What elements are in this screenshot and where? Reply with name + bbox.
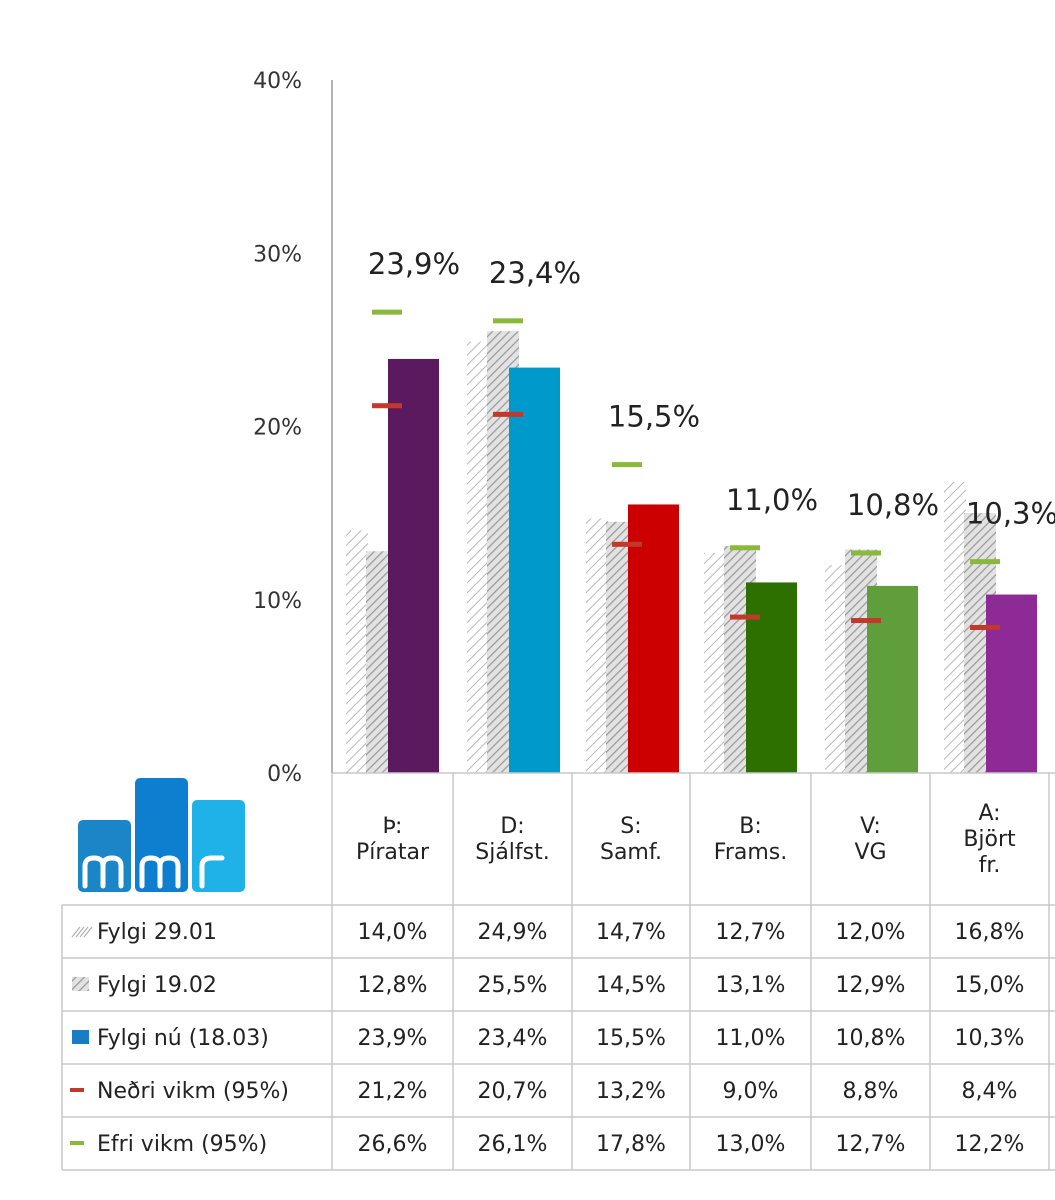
table-cell: 12,2% xyxy=(955,1132,1025,1157)
data-table: Þ: Píratar D: Sjálfst. S: Samf. B: Frams. V: VG A:… xyxy=(61,772,1055,1171)
legend-swatch-hatched-dark xyxy=(72,977,89,991)
table-cell: 23,4% xyxy=(478,1026,548,1051)
table-cell: 12,8% xyxy=(358,973,428,998)
upper-ci-marker xyxy=(493,318,523,324)
lower-ci-marker xyxy=(851,618,881,624)
lower-ci-marker xyxy=(970,624,1000,630)
legend-label: Fylgi nú (18.03) xyxy=(97,1026,269,1051)
bar-fylgi-nu xyxy=(746,582,797,773)
table-cell: 23,9% xyxy=(358,1026,428,1051)
table-cell: 15,5% xyxy=(596,1026,666,1051)
bar-fylgi-nu xyxy=(986,594,1037,773)
legend-label: Fylgi 29.01 xyxy=(97,920,217,945)
bar-fylgi-nu xyxy=(867,585,918,773)
upper-ci-marker xyxy=(970,559,1000,565)
legend-swatch-hatched-light xyxy=(75,926,85,938)
logo-wordmark xyxy=(82,855,225,889)
data-label: 11,0% xyxy=(726,483,818,517)
legend-row: Fylgi nú (18.03) xyxy=(72,1026,269,1051)
table-cell: 9,0% xyxy=(723,1079,779,1104)
legend-row: Efri vikm (95%) xyxy=(70,1132,267,1157)
table-cell: 21,2% xyxy=(358,1079,428,1104)
data-label: 15,5% xyxy=(608,400,700,434)
upper-ci-marker xyxy=(851,550,881,556)
upper-ci-marker xyxy=(612,462,642,468)
table-cell: 13,2% xyxy=(596,1079,666,1104)
logo-block xyxy=(192,800,245,892)
bar-fylgi-nu xyxy=(388,358,439,773)
table-cell: 14,7% xyxy=(596,920,666,945)
y-tick-label: 0% xyxy=(267,762,302,787)
y-tick-label: 40% xyxy=(253,69,302,94)
category-label: B: Frams. xyxy=(714,814,787,865)
table-cell: 8,4% xyxy=(962,1079,1018,1104)
table-cell: 13,1% xyxy=(716,973,786,998)
category-label: D: Sjálfst. xyxy=(475,814,550,865)
upper-ci-marker xyxy=(372,309,402,315)
table-cell: 12,9% xyxy=(836,973,906,998)
category-label: S: Samf. xyxy=(600,814,662,865)
category-label: A: Björt fr. xyxy=(963,801,1016,878)
legend-swatch-hatched-light xyxy=(79,926,89,938)
legend-row: Fylgi 29.01 xyxy=(71,920,217,945)
mmr-logo xyxy=(78,778,245,892)
table-cell: 26,6% xyxy=(358,1132,428,1157)
table-cell: 15,0% xyxy=(955,973,1025,998)
table-cell: 25,5% xyxy=(478,973,548,998)
lower-ci-marker xyxy=(493,411,523,417)
table-cell: 12,7% xyxy=(716,920,786,945)
lower-ci-marker xyxy=(730,614,760,620)
bar-fylgi-2901 xyxy=(467,341,489,773)
logo-block xyxy=(78,820,131,892)
legend-swatch-lower-ci xyxy=(70,1088,84,1092)
legend-swatch-solid xyxy=(72,1030,89,1044)
plot-area: 0% 10% 20% 30% 40% 23,9% 23,4% 15,5% 11,0% 10,8% 1… xyxy=(253,69,1055,787)
table-cell: 8,8% xyxy=(843,1079,899,1104)
table-cell: 12,7% xyxy=(836,1132,906,1157)
bar-fylgi-2901 xyxy=(704,552,726,773)
data-label: 23,9% xyxy=(368,247,460,281)
legend-swatch-hatched-light xyxy=(71,926,81,938)
table-cell: 24,9% xyxy=(478,920,548,945)
table-cell: 16,8% xyxy=(955,920,1025,945)
category-label: Þ: Píratar xyxy=(356,814,430,865)
data-label: 10,8% xyxy=(847,488,939,522)
legend-swatch-upper-ci xyxy=(70,1141,84,1145)
legend-label: Efri vikm (95%) xyxy=(97,1132,267,1157)
bar-fylgi-2901 xyxy=(944,481,966,773)
bar-fylgi-2901 xyxy=(346,530,368,773)
upper-ci-marker xyxy=(730,545,760,551)
legend-label: Fylgi 19.02 xyxy=(97,973,217,998)
lower-ci-marker xyxy=(372,403,402,409)
bar-fylgi-2901 xyxy=(825,565,847,773)
table-cell: 20,7% xyxy=(478,1079,548,1104)
table-cell: 13,0% xyxy=(716,1132,786,1157)
table-cell: 10,8% xyxy=(836,1026,906,1051)
table-cell: 11,0% xyxy=(716,1026,786,1051)
category-label: V: VG xyxy=(854,814,886,865)
table-cell: 14,0% xyxy=(358,920,428,945)
lower-ci-marker xyxy=(612,541,642,547)
y-tick-label: 10% xyxy=(253,589,302,614)
data-label: 10,3% xyxy=(966,497,1055,531)
table-cell: 26,1% xyxy=(478,1132,548,1157)
legend-label: Neðri vikm (95%) xyxy=(97,1079,289,1104)
bar-fylgi-nu xyxy=(509,367,560,773)
y-tick-label: 30% xyxy=(253,242,302,267)
logo-block xyxy=(135,778,188,892)
table-cell: 10,3% xyxy=(955,1026,1025,1051)
data-label: 23,4% xyxy=(489,256,581,290)
table-cell: 12,0% xyxy=(836,920,906,945)
legend-row: Neðri vikm (95%) xyxy=(70,1079,289,1104)
bar-fylgi-nu xyxy=(628,504,679,773)
table-cell: 17,8% xyxy=(596,1132,666,1157)
bar-fylgi-2901 xyxy=(586,518,608,773)
legend-swatch-hatched-light xyxy=(83,926,93,938)
table-cell: 14,5% xyxy=(596,973,666,998)
y-tick-label: 20% xyxy=(253,416,302,441)
legend-row: Fylgi 19.02 xyxy=(72,973,217,998)
